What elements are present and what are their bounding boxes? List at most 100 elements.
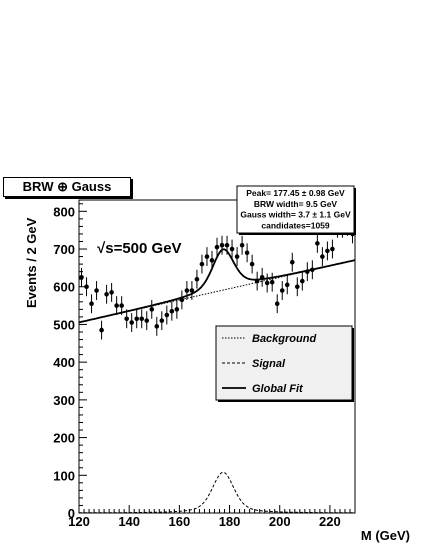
data-point — [199, 254, 205, 274]
data-marker — [234, 254, 240, 259]
data-marker — [104, 291, 109, 297]
signal-curve — [79, 471, 355, 514]
data-point — [174, 299, 180, 319]
data-marker — [284, 282, 290, 288]
data-point — [129, 313, 134, 332]
data-point — [279, 281, 285, 300]
data-marker — [199, 261, 205, 267]
data-marker — [305, 269, 310, 274]
y-tick-label: 200 — [53, 431, 75, 446]
data-marker — [129, 320, 134, 325]
y-tick-label: 500 — [53, 317, 75, 332]
data-marker — [239, 242, 245, 248]
x-tick-label: 180 — [219, 514, 241, 529]
data-marker — [300, 278, 305, 284]
data-points — [79, 216, 355, 340]
data-marker — [289, 259, 295, 265]
data-point — [149, 299, 155, 319]
data-marker — [264, 280, 270, 286]
data-marker — [330, 246, 335, 252]
data-point — [114, 296, 119, 316]
data-marker — [274, 301, 280, 307]
data-marker — [169, 308, 175, 314]
data-marker — [259, 275, 265, 280]
data-marker — [315, 241, 320, 246]
data-point — [169, 301, 175, 321]
data-marker — [320, 254, 325, 259]
data-point — [305, 262, 310, 282]
data-point — [104, 284, 109, 304]
data-marker — [174, 307, 180, 312]
data-point — [159, 311, 165, 331]
data-point — [209, 250, 215, 270]
stats-frame — [236, 185, 355, 234]
legend-label: Background — [252, 333, 316, 345]
plot-frame — [78, 199, 356, 514]
data-point — [204, 247, 210, 266]
data-point — [189, 281, 195, 300]
data-point — [274, 294, 280, 314]
data-marker — [194, 276, 200, 282]
y-tick-label: 600 — [53, 280, 75, 295]
data-marker — [124, 316, 129, 322]
data-point — [249, 254, 255, 274]
data-marker — [224, 242, 230, 248]
data-marker — [249, 261, 255, 267]
data-point — [119, 296, 124, 316]
data-marker — [149, 307, 155, 312]
data-marker — [94, 288, 99, 293]
data-marker — [209, 258, 215, 263]
y-tick-label: 0 — [68, 506, 75, 521]
data-point — [134, 309, 140, 329]
data-point — [99, 320, 104, 340]
data-point — [234, 247, 240, 266]
y-tick-label: 100 — [53, 468, 75, 483]
data-marker — [114, 303, 119, 308]
data-point — [325, 241, 330, 261]
legend: Background Signal Global Fit — [215, 325, 354, 402]
data-point — [239, 235, 245, 255]
y-tick-label: 700 — [53, 242, 75, 257]
data-marker — [159, 318, 165, 323]
stats-line: Peak= 177.45 ± 0.98 GeV — [246, 188, 345, 198]
y-tick-label: 300 — [53, 393, 75, 408]
x-tick-label: 220 — [319, 514, 341, 529]
data-marker — [189, 288, 195, 293]
data-marker — [214, 244, 220, 250]
y-tick-label: 800 — [53, 204, 75, 219]
x-tick-label: 140 — [118, 514, 140, 529]
data-marker — [269, 279, 275, 285]
energy-annotation: √s=500 GeV — [97, 240, 182, 257]
legend-label: Global Fit — [252, 383, 304, 395]
data-marker — [154, 324, 160, 329]
y-axis-label: Events / 2 GeV — [24, 217, 39, 308]
data-marker — [109, 290, 114, 295]
data-point — [294, 277, 300, 297]
data-marker — [279, 288, 285, 293]
data-point — [164, 305, 170, 325]
data-point — [310, 260, 315, 280]
data-point — [184, 281, 190, 300]
data-point — [320, 247, 325, 266]
data-point — [254, 271, 260, 291]
data-point — [139, 309, 145, 329]
data-point — [219, 235, 225, 255]
data-point — [154, 316, 160, 336]
data-point — [214, 237, 220, 257]
data-marker — [134, 316, 140, 322]
data-marker — [219, 242, 225, 248]
data-point — [179, 290, 185, 310]
data-point — [94, 281, 99, 300]
data-point — [289, 252, 295, 272]
data-marker — [325, 248, 330, 254]
data-marker — [294, 284, 300, 290]
data-marker — [254, 278, 260, 284]
data-marker — [229, 246, 235, 252]
x-axis-label: M (GeV) — [361, 528, 410, 543]
data-marker — [89, 301, 94, 307]
chart-title: BRW ⊕ Gauss — [3, 177, 131, 197]
data-point — [330, 239, 335, 259]
data-marker — [244, 250, 250, 256]
x-tick-label: 160 — [169, 514, 191, 529]
